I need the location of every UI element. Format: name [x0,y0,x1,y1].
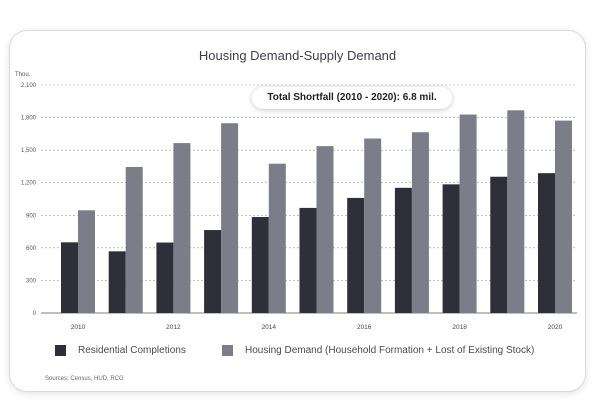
y-tick-label: 1,500 [21,148,37,154]
bar-residential-completions [204,230,222,313]
y-tick-label: 900 [26,213,37,219]
bar-residential-completions [347,197,365,313]
shortfall-callout: Total Shortfall (2010 - 2020): 6.8 mil. [252,87,452,109]
legend-swatch-demand [222,345,233,356]
x-tick-label: 2018 [452,324,467,331]
chart-title: Housing Demand-Supply Demand [198,48,397,63]
y-tick-label: 0 [33,311,37,317]
y-axis-unit-label: Thou. [15,72,31,78]
bar-residential-completions [490,176,508,313]
bar-residential-completions [538,173,555,313]
source-note: Sources: Census, HUD, RCG [45,376,124,382]
legend-swatch-completions [55,345,66,356]
legend-label-demand: Housing Demand (Household Formation + Lo… [245,345,535,356]
bar-housing-demand [268,163,286,313]
bar-housing-demand [78,210,95,313]
bar-housing-demand [507,110,525,313]
bar-residential-completions [61,242,78,313]
x-tick-label: 2010 [71,324,86,331]
x-axis-labels: 2010 2012 2014 2016 2018 2020 [71,324,563,331]
bar-housing-demand [555,120,572,314]
bars [61,110,572,314]
y-tick-label: 600 [26,246,37,252]
y-tick-label: 1,200 [21,181,37,187]
legend-item-demand: Housing Demand (Household Formation + Lo… [222,345,534,356]
bar-housing-demand [173,143,191,313]
bar-residential-completions [108,251,126,313]
bar-residential-completions [156,242,174,313]
legend-item-completions: Residential Completions [55,345,186,356]
bar-residential-completions [299,207,317,313]
bar-residential-completions [251,217,269,313]
x-tick-label: 2012 [166,324,181,331]
y-tick-label: 1,800 [21,116,37,122]
bar-housing-demand [364,138,382,313]
bar-residential-completions [442,184,460,313]
y-tick-label: 300 [26,278,37,284]
bar-housing-demand [221,123,239,314]
bar-housing-demand [125,166,143,313]
y-axis-labels: 0 300 600 900 1,200 1,500 1,800 2,100 [21,83,37,317]
x-tick-label: 2014 [262,324,277,331]
y-tick-label: 2,100 [21,83,37,89]
bar-housing-demand [459,114,477,313]
legend-label-completions: Residential Completions [78,345,186,356]
x-tick-label: 2016 [357,324,372,331]
bar-residential-completions [394,187,412,313]
x-tick-label: 2020 [548,324,563,331]
bar-housing-demand [411,132,429,313]
bar-housing-demand [316,146,334,313]
